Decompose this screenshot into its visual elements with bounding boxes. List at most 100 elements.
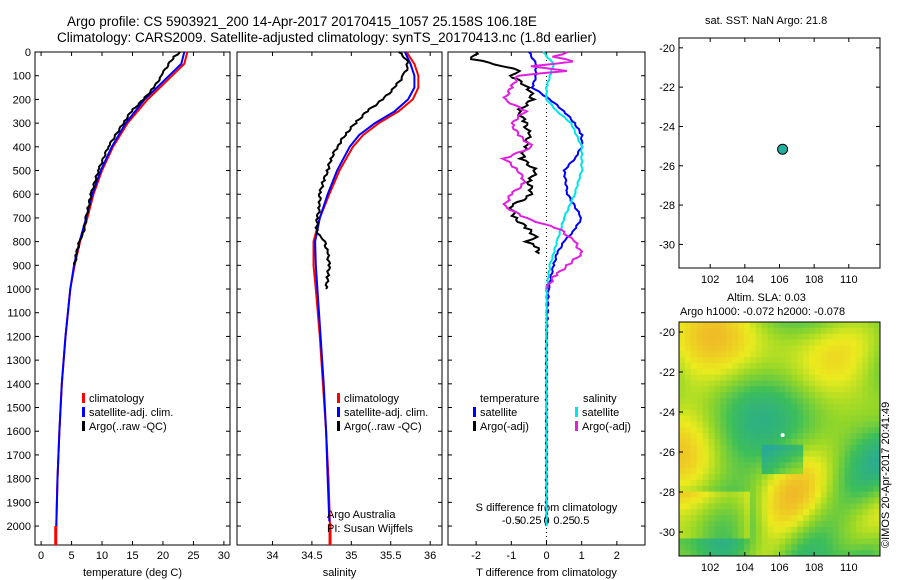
sla-cell	[761, 485, 769, 493]
sla-cell	[755, 374, 763, 381]
sla-cell	[779, 538, 786, 545]
sla-cell	[679, 550, 686, 557]
sla-cell	[696, 380, 704, 387]
sla-cell	[856, 538, 863, 545]
sla-cell	[755, 409, 763, 417]
sla-cell	[749, 550, 757, 557]
x-tick-label: 15	[126, 550, 138, 562]
sla-cell	[720, 444, 727, 452]
sla-cell	[749, 403, 757, 411]
sla-cell	[679, 503, 686, 510]
sla-cell	[779, 333, 786, 341]
sla-cell	[749, 497, 757, 504]
sla-cell	[744, 468, 751, 475]
sla-cell	[803, 415, 810, 422]
sla-cell	[738, 456, 745, 463]
sla-cell	[690, 322, 698, 329]
sla-cell	[744, 526, 751, 534]
sla-cell	[714, 374, 721, 381]
sla-cell	[744, 544, 751, 551]
sla-cell	[773, 532, 780, 539]
sla-cell	[720, 515, 727, 522]
sla-cell	[755, 462, 763, 469]
sla-title-line-1: Altim. SLA: 0.03	[727, 292, 806, 304]
sla-cell	[809, 415, 816, 422]
sla-cell	[720, 485, 727, 493]
sla-cell	[720, 362, 727, 370]
sla-cell	[720, 526, 727, 534]
x-tick-label: 0	[38, 550, 44, 562]
sla-cell	[696, 392, 704, 399]
sla-cell	[726, 380, 733, 387]
sla-cell	[726, 322, 733, 329]
sla-cell	[749, 345, 757, 352]
sla-cell	[844, 544, 851, 551]
sla-cell	[696, 515, 704, 522]
sla-cell	[684, 322, 692, 329]
sla-cell	[826, 362, 834, 370]
sla-cell	[679, 509, 686, 516]
sla-cell	[755, 497, 763, 504]
sla-cell	[708, 497, 715, 504]
sla-cell	[720, 357, 727, 364]
sla-cell	[767, 497, 775, 504]
sla-cell	[862, 450, 869, 458]
sla-cell	[744, 398, 751, 405]
sla-cell	[761, 433, 769, 440]
sla-cell	[679, 544, 686, 551]
sla-cell	[684, 374, 692, 381]
sla-cell	[844, 427, 851, 434]
sla-cell	[856, 403, 863, 411]
sla-cell	[809, 450, 816, 458]
sla-cell	[690, 544, 698, 551]
sla-cell	[820, 509, 828, 516]
sla-cell	[832, 474, 840, 481]
sla-cell	[856, 433, 863, 440]
sla-cell	[850, 450, 857, 458]
sla-cell	[868, 386, 875, 393]
sla-cell	[820, 544, 828, 551]
sla-cell	[844, 380, 851, 387]
sla-cell	[809, 357, 816, 364]
temperature-x-label: temperature (deg C)	[83, 567, 182, 579]
sla-cell	[838, 538, 846, 545]
sla-cell	[744, 380, 751, 387]
sla-cell	[767, 550, 775, 557]
x-tick-label: 25	[187, 550, 199, 562]
sla-cell	[708, 403, 715, 411]
sla-cell	[732, 509, 739, 516]
sla-cell	[761, 444, 769, 452]
sla-cell	[791, 327, 798, 335]
sla-cell	[814, 503, 822, 510]
sla-cell	[856, 485, 863, 493]
sla-cell	[679, 433, 686, 440]
sla-cell	[761, 456, 769, 463]
sla-cell	[726, 439, 733, 446]
sla-cell	[767, 398, 775, 405]
sla-cell	[832, 497, 840, 504]
sla-cell	[702, 444, 710, 452]
sla-cell	[791, 526, 798, 534]
sla-cell	[785, 380, 792, 387]
sla-cell	[868, 398, 875, 405]
sla-cell	[826, 497, 834, 504]
sla-cell	[767, 374, 775, 381]
y-tick-label: 500	[13, 166, 31, 178]
sla-cell	[690, 532, 698, 539]
sla-cell	[785, 468, 792, 475]
sla-cell	[726, 456, 733, 463]
sla-cell	[838, 532, 846, 539]
sla-cell	[679, 357, 686, 364]
sla-cell	[773, 421, 780, 428]
sla-cell	[773, 333, 780, 341]
temperature-panel-frame	[34, 51, 231, 546]
sla-cell	[708, 362, 715, 370]
sla-cell	[679, 362, 686, 370]
sla-cell	[749, 433, 757, 440]
sla-cell	[856, 345, 863, 352]
sla-cell	[749, 474, 757, 481]
sla-cell	[744, 509, 751, 516]
sla-cell	[684, 415, 692, 422]
sla-cell	[732, 380, 739, 387]
sla-cell	[820, 456, 828, 463]
